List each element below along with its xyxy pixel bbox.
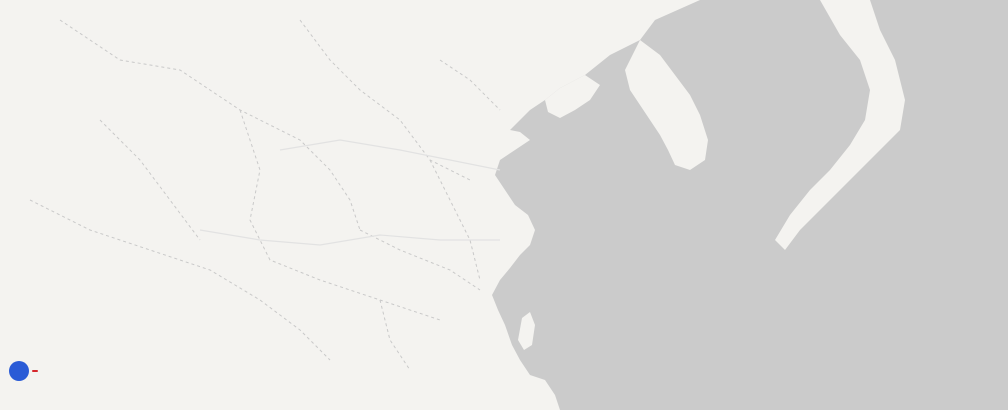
logo-text-ditu (32, 370, 38, 372)
korea-land (625, 40, 708, 170)
rivers (199, 139, 501, 246)
baidu-paw-icon (9, 361, 29, 381)
liaodong-land (545, 75, 600, 118)
province-borders (29, 19, 501, 371)
japan-land (775, 0, 905, 250)
baidu-logo[interactable] (8, 360, 38, 382)
taiwan-land (518, 312, 535, 350)
